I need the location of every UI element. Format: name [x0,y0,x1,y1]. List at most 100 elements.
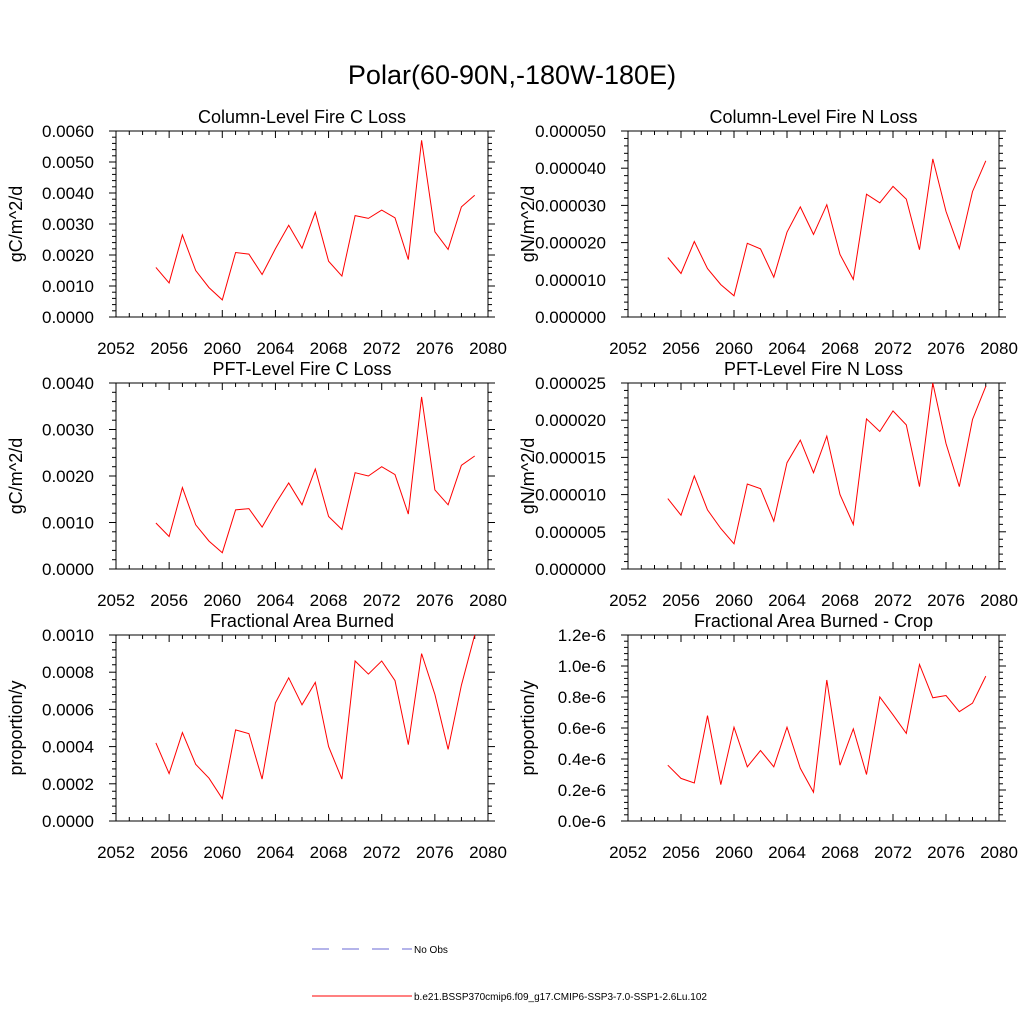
y-tick-label: 0.000005 [535,523,606,542]
y-tick-label: 1.0e-6 [558,657,606,676]
y-tick-label: 0.0010 [42,277,94,296]
y-tick-label: 0.000050 [535,122,606,141]
y-tick-label: 1.2e-6 [558,626,606,645]
x-tick-label: 2076 [416,843,454,862]
x-tick-label: 2080 [469,591,507,610]
x-tick-label: 2056 [150,339,188,358]
x-tick-label: 2060 [715,591,753,610]
panel-title: Column-Level Fire C Loss [198,107,406,127]
x-tick-label: 2080 [469,339,507,358]
x-tick-label: 2052 [97,591,135,610]
x-tick-label: 2056 [662,339,700,358]
y-tick-label: 0.0e-6 [558,812,606,831]
y-tick-label: 0.0006 [42,700,94,719]
x-tick-label: 2068 [310,591,348,610]
y-tick-label: 0.000010 [535,271,606,290]
x-tick-label: 2068 [821,843,859,862]
y-tick-label: 0.0020 [42,467,94,486]
plot-frame [115,634,489,822]
series-line [155,634,476,801]
x-tick-label: 2064 [257,843,295,862]
y-tick-label: 0.0000 [42,308,94,327]
x-tick-label: 2064 [768,339,806,358]
y-tick-label: 0.0040 [42,184,94,203]
plot-frame [115,130,489,318]
x-tick-label: 2072 [874,591,912,610]
x-tick-label: 2064 [257,339,295,358]
x-tick-label: 2076 [927,843,965,862]
y-tick-label: 0.000010 [535,486,606,505]
y-axis-label: gC/m^2/d [6,186,26,262]
y-tick-label: 0.000000 [535,560,606,579]
x-tick-label: 2060 [715,339,753,358]
x-tick-label: 2056 [150,591,188,610]
x-tick-label: 2072 [363,591,401,610]
series-line [155,140,476,301]
series-line [155,396,475,554]
y-tick-label: 0.2e-6 [558,781,606,800]
x-tick-label: 2052 [609,843,647,862]
panel-title: Fractional Area Burned - Crop [694,611,933,631]
y-tick-label: 0.0002 [42,775,94,794]
y-tick-label: 0.0010 [42,514,94,533]
y-tick-label: 0.000020 [535,411,606,430]
panel-6: Fractional Area Burned - Crop proportion/… [518,611,1018,862]
y-tick-label: 0.0010 [42,626,94,645]
y-tick-label: 0.6e-6 [558,719,606,738]
plot-frame [627,130,1000,318]
series-line [667,662,987,794]
x-tick-label: 2068 [310,843,348,862]
legend: No Obs b.e21.BSSP370cmip6.f09_g17.CMIP6-… [312,945,707,1003]
x-tick-label: 2064 [768,591,806,610]
y-tick-label: 0.0060 [42,122,94,141]
y-tick-label: 0.0008 [42,663,94,682]
x-tick-label: 2060 [203,843,241,862]
y-axis-label: gN/m^2/d [518,186,538,262]
x-tick-label: 2080 [980,339,1018,358]
y-tick-label: 0.000020 [535,234,606,253]
legend-obs-label: No Obs [414,945,448,956]
x-tick-label: 2052 [609,339,647,358]
y-tick-label: 0.000000 [535,308,606,327]
panel-title: Column-Level Fire N Loss [709,107,917,127]
panel-1: Column-Level Fire C Loss gC/m^2/d 2052 2056… [6,107,507,358]
plot-frame [627,382,1000,570]
x-tick-label: 2068 [821,339,859,358]
panels: Column-Level Fire C Loss gC/m^2/d 2052 2056… [6,107,1018,862]
x-tick-label: 2080 [980,591,1018,610]
legend-model-label: b.e21.BSSP370cmip6.f09_g17.CMIP6-SSP3-7.… [414,992,707,1003]
y-tick-label: 0.0050 [42,153,94,172]
y-tick-label: 0.000025 [535,374,606,393]
figure-title: Polar(60-90N,-180W-180E) [348,60,676,90]
x-tick-label: 2076 [416,339,454,358]
panel-title: PFT-Level Fire C Loss [212,359,391,379]
x-tick-label: 2052 [97,339,135,358]
x-tick-label: 2068 [821,591,859,610]
x-tick-label: 2052 [609,591,647,610]
x-tick-label: 2076 [416,591,454,610]
x-tick-label: 2080 [980,843,1018,862]
x-tick-label: 2056 [662,591,700,610]
y-tick-label: 0.000040 [535,159,606,178]
y-axis-label: proportion/y [518,680,538,775]
panel-3: PFT-Level Fire C Loss gC/m^2/d 2052 2056 206… [6,359,507,610]
y-axis-label: gC/m^2/d [6,438,26,514]
y-tick-label: 0.000015 [535,448,606,467]
x-tick-label: 2072 [874,843,912,862]
y-tick-label: 0.0004 [42,738,94,757]
y-tick-label: 0.0040 [42,374,94,393]
x-tick-label: 2076 [927,339,965,358]
panel-title: PFT-Level Fire N Loss [724,359,903,379]
x-tick-label: 2072 [874,339,912,358]
x-tick-label: 2056 [662,843,700,862]
x-tick-label: 2072 [363,843,401,862]
y-axis-label: proportion/y [6,680,26,775]
x-tick-label: 2056 [150,843,188,862]
panel-4: PFT-Level Fire N Loss gN/m^2/d 2052 2056 206… [518,359,1018,610]
series-line [667,158,987,297]
x-tick-label: 2064 [257,591,295,610]
panel-2: Column-Level Fire N Loss gN/m^2/d 2052 2056… [518,107,1018,358]
x-tick-label: 2052 [97,843,135,862]
y-axis-label: gN/m^2/d [518,438,538,514]
